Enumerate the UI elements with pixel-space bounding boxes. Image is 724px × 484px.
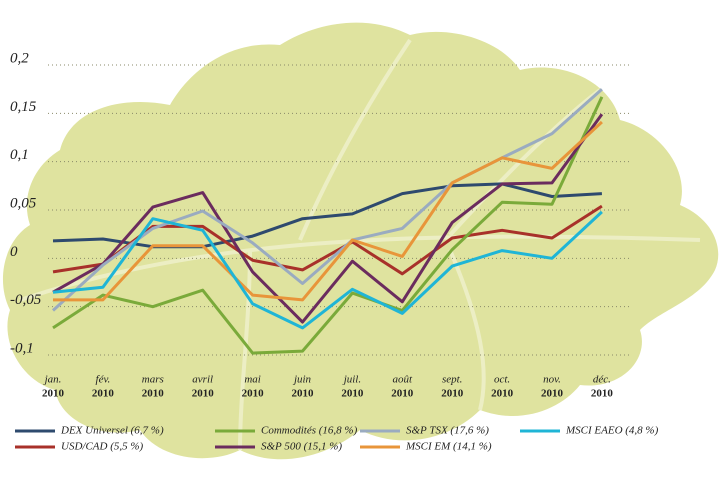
legend-label: Commodités (16,8 %) — [261, 425, 358, 437]
series-line — [51, 88, 603, 312]
x-tick-year: 2010 — [192, 388, 215, 400]
x-tick-year: 2010 — [591, 388, 614, 400]
x-tick-year: 2010 — [441, 388, 464, 400]
x-tick-month: oct. — [494, 374, 510, 386]
y-tick-label: 0 — [10, 244, 18, 260]
x-tick-month: nov. — [543, 374, 561, 386]
x-tick-year: 2010 — [92, 388, 115, 400]
x-tick-month: août — [393, 374, 414, 386]
x-tick-year: 2010 — [341, 388, 364, 400]
series-line — [52, 113, 604, 324]
series-line — [53, 120, 603, 302]
x-tick-year: 2010 — [292, 388, 315, 400]
legend-label: S&P TSX (17,6 %) — [406, 425, 489, 437]
x-tick-year: 2010 — [142, 388, 165, 400]
y-tick-label: -0,1 — [10, 340, 34, 356]
series-line — [52, 210, 603, 330]
y-tick-label: 0,05 — [10, 195, 37, 211]
x-tick-month: sept. — [442, 374, 462, 386]
y-tick-label: -0,05 — [10, 292, 42, 308]
leaf-vein — [19, 38, 701, 451]
series-line — [52, 96, 604, 355]
x-tick-month: jan. — [43, 374, 62, 386]
legend-label: MSCI EM (14,1 %) — [405, 441, 492, 453]
y-tick-label: 0,1 — [10, 147, 29, 163]
x-tick-month: mai — [244, 374, 261, 386]
x-tick-year: 2010 — [242, 388, 265, 400]
x-tick-month: déc. — [593, 374, 611, 386]
x-tick-month: juin — [292, 374, 312, 386]
legend-label: DEX Universel (6,7 %) — [60, 425, 164, 437]
y-tick-label: 0,2 — [10, 50, 29, 66]
x-tick-month: juil. — [342, 374, 361, 386]
legend-label: MSCI EAEO (4,8 %) — [565, 425, 659, 437]
x-tick-year: 2010 — [42, 388, 65, 400]
y-tick-label: 0,15 — [10, 99, 37, 115]
x-tick-year: 2010 — [391, 388, 414, 400]
x-tick-month: mars — [142, 374, 164, 386]
legend-label: S&P 500 (15,1 %) — [261, 441, 342, 453]
x-tick-year: 2010 — [491, 388, 514, 400]
x-tick-month: avril — [192, 374, 213, 386]
series-line — [52, 182, 602, 249]
x-tick-month: fév. — [96, 374, 111, 386]
legend-label: USD/CAD (5,5 %) — [61, 441, 144, 453]
x-tick-year: 2010 — [541, 388, 564, 400]
